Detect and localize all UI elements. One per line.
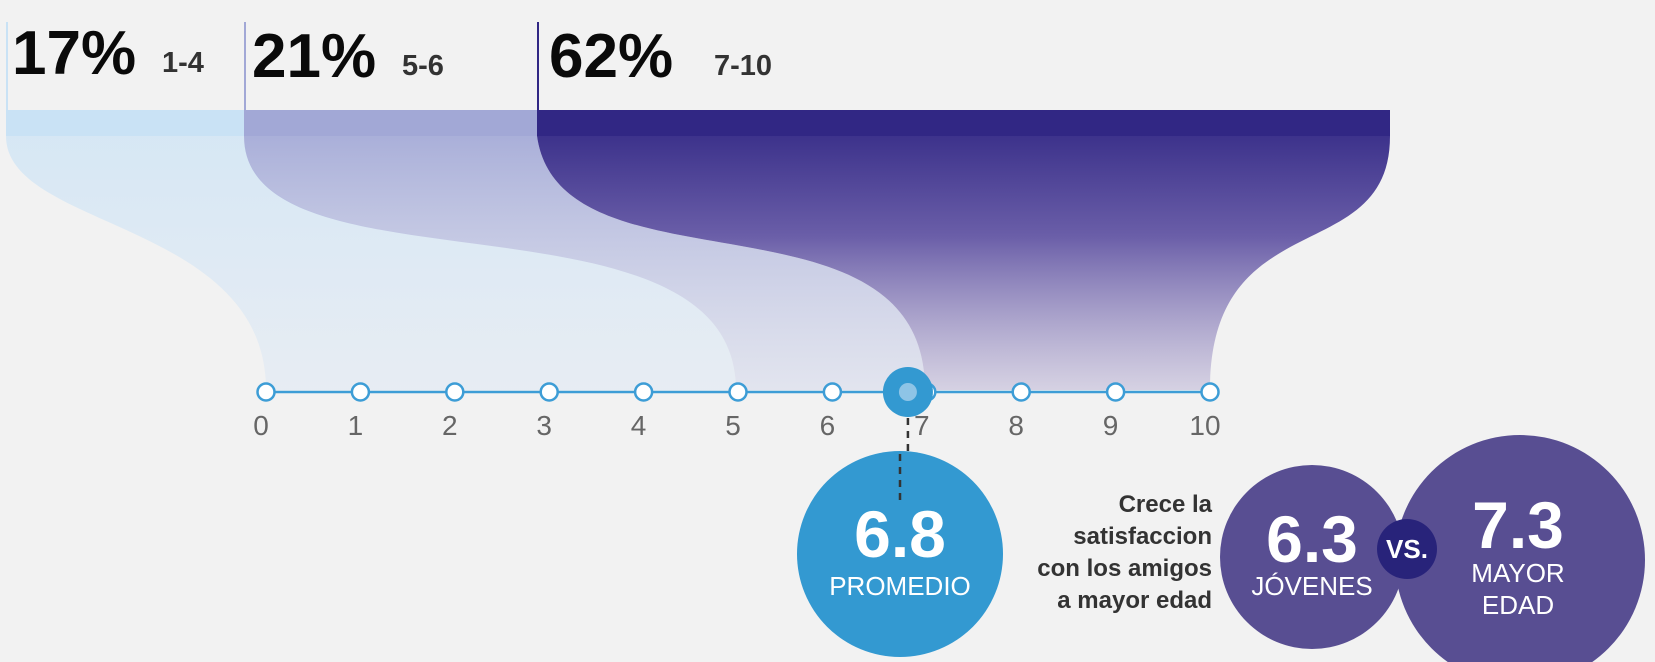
average-caption: PROMEDIO	[829, 571, 971, 601]
average-circle	[797, 451, 1003, 657]
range-label-mid: 5-6	[402, 50, 444, 82]
scale-point-4	[633, 382, 654, 402]
tick-label-5: 5	[725, 410, 741, 441]
young-value: 6.3	[1266, 502, 1358, 576]
header-bar-high	[537, 110, 1390, 136]
header-bar-mid	[244, 110, 537, 136]
scale-point-8	[1011, 382, 1031, 402]
band-high	[537, 110, 1390, 390]
average-marker-center	[898, 383, 917, 401]
tick-label-6: 6	[820, 410, 836, 441]
range-label-high: 7-10	[714, 50, 772, 82]
band-low	[6, 110, 736, 390]
older-caption-line: EDAD	[1482, 590, 1554, 620]
percent-label-low: 17%	[12, 19, 136, 88]
rule-high	[537, 22, 539, 110]
young-caption: JÓVENES	[1251, 571, 1372, 601]
scale-point-5	[728, 382, 748, 402]
young-circle	[1220, 465, 1404, 649]
comparison-note-line: Crece la	[1119, 491, 1213, 518]
header-bar-low	[6, 110, 244, 136]
scale-point-0	[256, 382, 276, 402]
vs-circle	[1377, 519, 1437, 579]
tick-label-9: 9	[1103, 410, 1119, 441]
older-value: 7.3	[1472, 488, 1564, 562]
scale-point-10	[1200, 382, 1220, 402]
comparison-note-line: satisfaccion	[1073, 523, 1212, 550]
older-caption-line: MAYOR	[1471, 558, 1564, 588]
tick-label-1: 1	[348, 410, 364, 441]
tick-label-0: 0	[253, 410, 269, 441]
rule-low	[6, 22, 8, 110]
tick-label-8: 8	[1008, 410, 1024, 441]
scale-point-6	[822, 382, 843, 402]
band-mid	[244, 110, 925, 390]
tick-label-4: 4	[631, 410, 647, 441]
tick-label-2: 2	[442, 410, 458, 441]
average-value: 6.8	[854, 497, 946, 571]
range-label-low: 1-4	[162, 47, 204, 79]
scale-point-9	[1105, 382, 1126, 402]
scale-point-2	[445, 382, 465, 402]
rule-mid	[244, 22, 246, 110]
older-circle	[1395, 435, 1645, 662]
comparison-note-line: con los amigos	[1037, 555, 1212, 582]
percent-label-mid: 21%	[252, 22, 376, 91]
scale-point-1	[350, 382, 371, 402]
scale-point-3	[539, 382, 559, 402]
tick-label-10: 10	[1189, 410, 1220, 441]
tick-label-7: 7	[914, 410, 930, 441]
tick-label-3: 3	[536, 410, 552, 441]
percent-label-high: 62%	[549, 22, 673, 91]
vs-label: VS.	[1386, 534, 1428, 564]
comparison-note-line: a mayor edad	[1057, 587, 1212, 614]
